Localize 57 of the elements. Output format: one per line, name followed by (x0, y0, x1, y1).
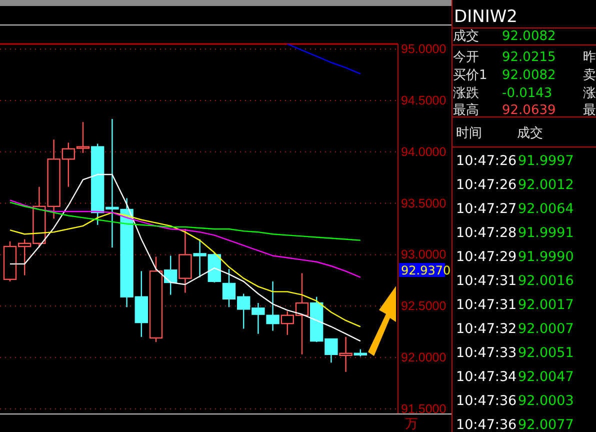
text: 卖 (583, 68, 596, 83)
text: 10:47:33 (456, 345, 517, 361)
text: 10:47:29 (456, 249, 517, 265)
text: 万 (405, 417, 418, 432)
text: 10:47:36 (456, 417, 517, 432)
text: 涨 (583, 86, 596, 101)
text: 91.9990 (518, 249, 574, 265)
text: 91.9991 (518, 225, 574, 241)
line-series (9, 212, 361, 328)
text: 最 (583, 103, 596, 118)
text: 时间 (456, 126, 482, 141)
text: -0.0143 (502, 86, 552, 101)
y-tick-label: 92.0000 (401, 350, 446, 364)
y-tick-label: 94.5000 (401, 94, 446, 108)
y-tick-label: 94.0000 (401, 144, 446, 159)
text: 92.0007 (518, 321, 574, 337)
text: 92.0082 (502, 29, 556, 44)
text: 10:47:32 (456, 321, 517, 337)
text: 10:47:28 (456, 225, 517, 241)
text: 10:47:26 (456, 177, 517, 193)
text: 今开 (453, 50, 479, 65)
text: 92.0639 (502, 103, 556, 118)
line-series (9, 200, 361, 278)
candlestick (178, 228, 192, 294)
candlestick (164, 255, 178, 296)
text: 92.0017 (518, 297, 574, 313)
text: 昨 (583, 50, 596, 65)
y-tick-label: 93.0000 (401, 248, 446, 262)
line-series (286, 43, 361, 74)
text: 92.0003 (518, 393, 574, 409)
y-tick-label: 93.5000 (401, 196, 446, 210)
text: 92.0016 (518, 273, 574, 289)
text: 92.0064 (518, 201, 574, 217)
y-tick-label: 95.0000 (401, 42, 446, 56)
text: 91.9997 (518, 153, 574, 169)
text: 10:47:36 (456, 393, 517, 409)
text: 最高 (453, 102, 479, 118)
text: 10:47:26 (456, 153, 517, 169)
text: 10:47:27 (456, 201, 517, 217)
text: 92.0051 (518, 345, 574, 361)
text: 92.0012 (518, 177, 574, 193)
line-series (9, 202, 361, 241)
text: 10:47:31 (456, 273, 517, 289)
text: 10:47:34 (456, 369, 517, 385)
y-tick-label: 91.5000 (401, 402, 446, 416)
text: DINIW2 (454, 7, 518, 27)
text: 92.0082 (502, 68, 556, 83)
text: 涨跌 (453, 86, 479, 101)
text: 成交 (453, 28, 479, 44)
text: 成交 (517, 125, 543, 141)
text: 92.0077 (518, 417, 574, 432)
text: 10:47:31 (456, 297, 517, 313)
text: 92.0047 (518, 369, 574, 385)
text: 92.0215 (502, 50, 556, 65)
y-tick-label: 92.5000 (401, 299, 446, 314)
text: 买价1 (453, 68, 488, 83)
candlestick (339, 336, 352, 372)
